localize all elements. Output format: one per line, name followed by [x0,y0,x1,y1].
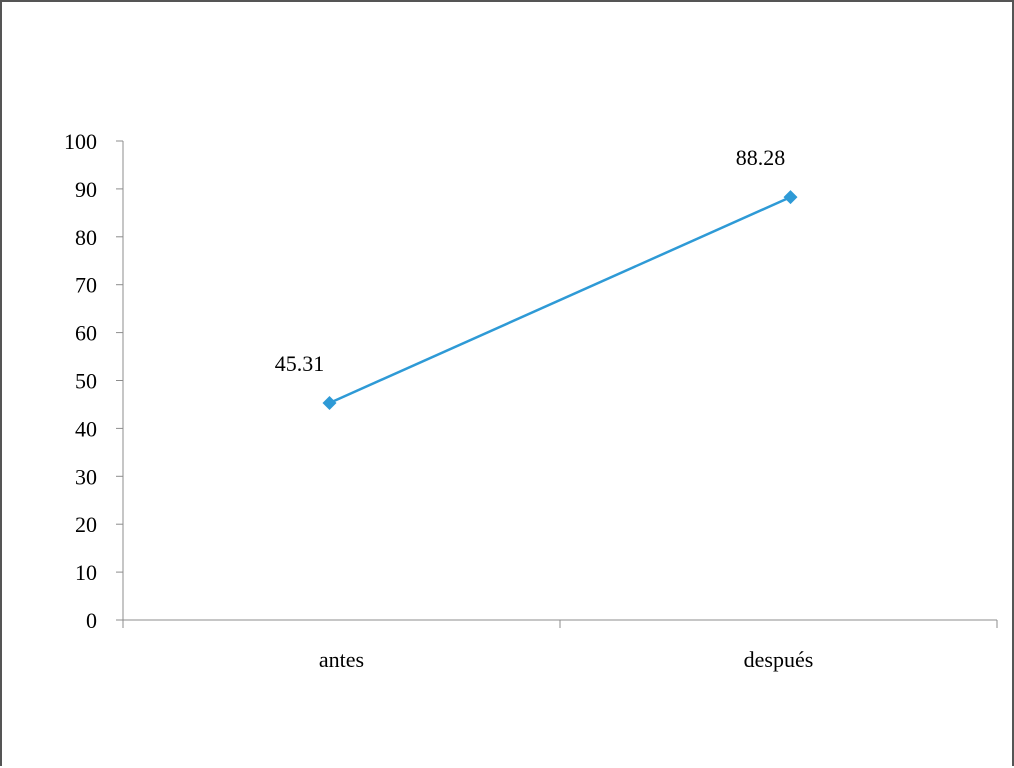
y-tick-label: 40 [75,416,97,441]
y-tick-label: 80 [75,225,97,250]
y-tick-label: 20 [75,512,97,537]
x-tick-label: después [744,647,814,672]
y-tick-label: 100 [64,129,97,154]
x-tick-label: antes [319,647,364,672]
y-axis: 0 10 20 30 40 50 60 70 80 90 100 [64,129,124,633]
series-line-path [328,195,792,405]
x-axis: antes después [122,619,998,672]
y-tick-label: 70 [75,273,97,298]
data-point-marker [783,190,798,205]
y-tick-label: 30 [75,464,97,489]
data-labels: 45.31 88.28 [275,145,786,376]
y-tick-label: 50 [75,369,97,394]
y-tick-label: 10 [75,560,97,585]
y-tick-label: 60 [75,321,97,346]
series-line [322,190,798,410]
data-label: 88.28 [736,145,786,170]
data-point-marker [322,395,337,410]
data-label: 45.31 [275,351,325,376]
y-tick-label: 0 [86,608,97,633]
y-tick-label: 90 [75,177,97,202]
